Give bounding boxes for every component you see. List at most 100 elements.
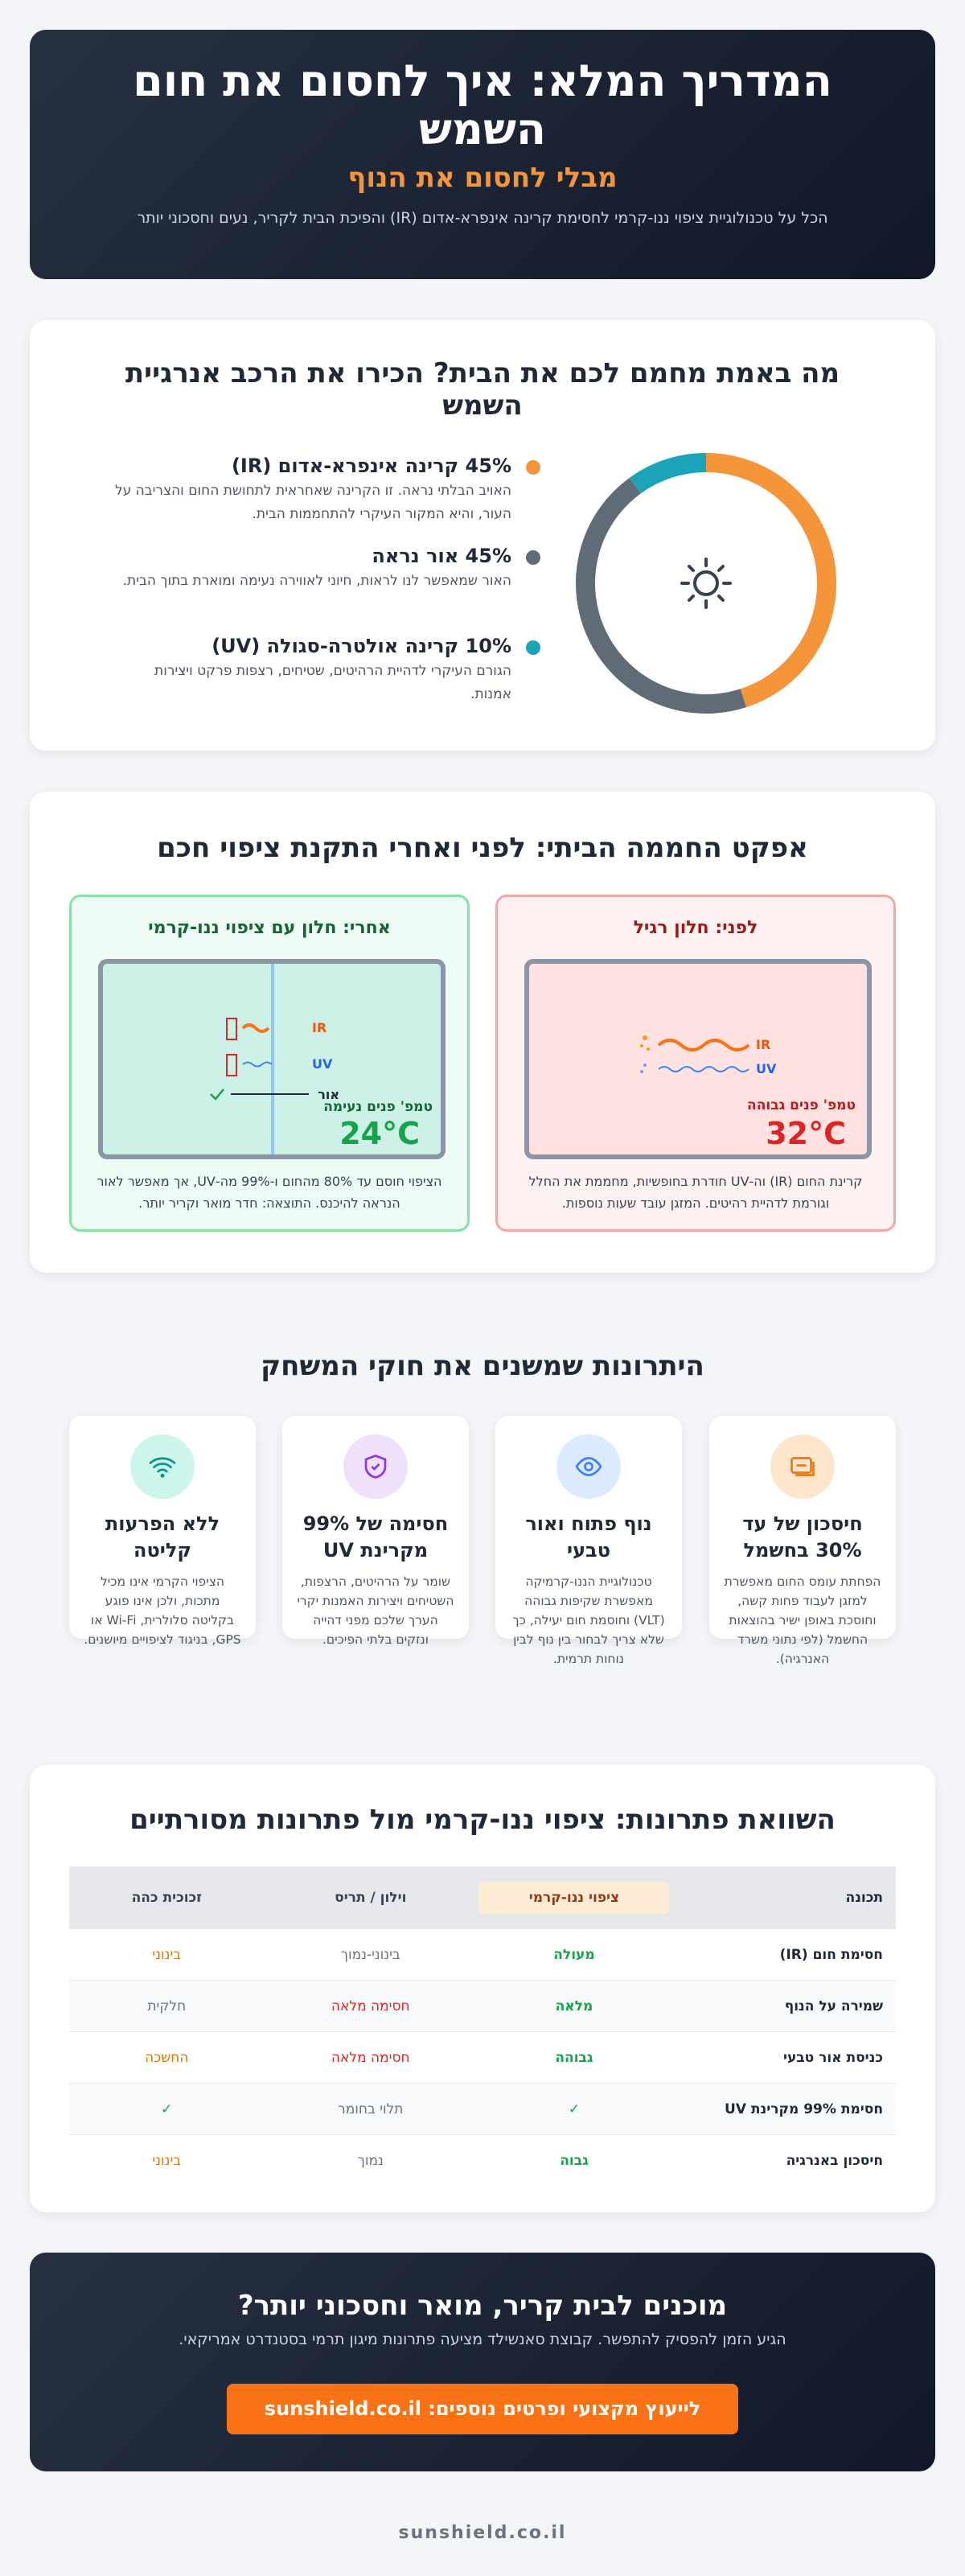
legend-item: 45% אור נראה האור שמאפשר לנו לראות, חיוני… [109,544,540,593]
benefit-text: הציפוי הקרמי אינו מכיל מתכות, ולכן אינו … [84,1574,241,1647]
legend-description: הגורם העיקרי לדהיית הרהיטים, שטיחים, רצפ… [154,663,511,702]
benefit-card: חסימה של 99% מקרינת UV שומר על הרהיטים, ה… [282,1416,469,1647]
legend-value: 45% [465,545,511,567]
benefit-title: חסימה של 99% מקרינת UV [302,1512,449,1562]
table-cell: תלוי בחומר [264,2083,478,2135]
table-cell: מעולה [477,1928,671,1981]
table-cell: חסימה מלאה [264,1980,478,2032]
table-cell: מלאה [477,1980,671,2032]
comparison-table: תכונה ציפוי ננו-קרמי וילון / תריס זכוכית כה… [69,1866,896,2186]
caption: הציפוי חוסם עד 80% מהחום ו-99% מה-UV, אך… [96,1174,442,1211]
table-row: חסימת חום (IR) מעולה בינוני-נמוך בינוני [69,1928,896,1981]
legend-value: 10% [465,635,511,657]
table-cell: שמירה על הנוף [671,1980,896,2032]
table-cell: חיסכון באנרגיה [671,2134,896,2186]
table-row: שמירה על הנוף מלאה חסימה מלאה חלקית [69,1980,896,2032]
table-cell: גבוה [477,2134,671,2186]
legend-heading: 45% קרינה אינפרא-אדום (IR) [109,454,511,478]
temp-value: 32°C [766,1116,846,1151]
caption: קרינת החום (IR) וה-UV חודרת בחופשיות, מח… [528,1174,863,1211]
legend-heading: 10% קרינה אולטרה-סגולה (UV) [109,634,511,658]
uv-label: UV [312,1056,333,1072]
benefit-icon [556,1434,621,1499]
donut-segment [629,453,707,494]
legend-dot [526,640,540,655]
sun-icon [680,558,732,609]
benefit-card: חיסכון של עד 30% בחשמל הפחתת עומס החום מא… [709,1416,896,1666]
benefit-text: טכנולוגיית הננו-קרמיקה מאפשרת שקיפות גבו… [512,1574,665,1666]
column-header: תכונה [671,1866,896,1929]
donut-segment [576,477,747,714]
benefit-card: ללא הפרעות קליטה הציפוי הקרמי אינו מכיל מ… [69,1416,256,1647]
comparison-section: השוואת פתרונות: ציפוי ננו-קרמי מול פתרונ… [30,1765,935,2212]
table-row: חיסכון באנרגיה גבוה נמוך בינוני [69,2134,896,2186]
legend-dot [526,460,540,475]
benefit-text: הפחתת עומס החום מאפשרת למזגן לעבוד פחות … [724,1574,881,1666]
cta: מוכנים לבית קריר, מואר וחסכוני יותר? הגי… [30,2253,935,2471]
legend-value: 45% [465,455,511,477]
box-title: אחרי: חלון עם ציפוי ננו-קרמי [148,918,391,938]
table-cell: נמוך [264,2134,478,2186]
legend-name: קרינה אולטרה-סגולה (UV) [211,635,459,657]
column-header: זכוכית כהה [69,1866,265,1929]
ir-label: IR [312,1020,326,1035]
column-header-label: ציפוי ננו-קרמי [478,1881,670,1914]
table-cell: ✓ [477,2083,671,2135]
after-box: אחרי: חלון עם ציפוי ננו-קרמי IR UV אור ט… [69,895,470,1232]
hero-description: הכל על טכנולוגיית ציפוי ננו-קרמי לחסימת … [137,209,828,227]
section-title: היתרונות שמשנים את חוקי המשחק [261,1350,704,1382]
table-cell: בינוני [69,2134,265,2186]
box-title: לפני: חלון רגיל [633,918,758,938]
legend-description: האויב הבלתי נראה. זו הקרינה שאחראית לתחו… [114,483,511,522]
table-cell: גבוהה [477,2031,671,2084]
benefit-text: שומר על הרהיטים, הרצפות, השטיחים ויצירות… [297,1574,454,1647]
section-title: אפקט החממה הביתי: לפני ואחרי התקנת ציפוי… [157,832,808,864]
cta-button[interactable]: לייעוץ מקצועי ופרטים נוספים: sunshield.c… [227,2384,738,2434]
temp-value: 24°C [339,1116,420,1151]
legend-dot [526,550,540,565]
table-row: כניסת אור טבעי גבוהה חסימה מלאה החשכה [69,2031,896,2084]
benefit-icon [770,1434,835,1499]
light-label: אור [318,1087,339,1102]
window: IR UV אור טמפ' פנים נעימה 24°C [98,959,446,1159]
cta-text: הגיע הזמן להפסיק להתפשר. קבוצת סאנשילד מ… [179,2331,786,2348]
hero-subtitle: מבלי לחסום את הנוף [347,162,618,194]
donut-chart [576,453,836,714]
donut-segment [705,453,836,708]
table-cell: חסימה מלאה [264,2031,478,2084]
uv-label: UV [756,1061,777,1076]
legend-description: האור שמאפשר לנו לראות, חיוני לאווירה נעי… [122,573,511,589]
table-cell: בינוני-נמוך [264,1928,478,1981]
hero: המדריך המלא: איך לחסום את חום השמש מבלי … [30,30,935,279]
table-cell: בינוני [69,1928,265,1981]
table-cell: כניסת אור טבעי [671,2031,896,2084]
column-header: וילון / תריס [264,1866,478,1929]
table-cell: חסימת חום (IR) [671,1928,896,1981]
greenhouse-section: אפקט החממה הביתי: לפני ואחרי התקנת ציפוי… [30,792,935,1273]
temp-label: טמפ' פנים גבוהה [747,1097,856,1113]
table-cell: החשכה [69,2031,265,2084]
benefit-icon [343,1434,408,1499]
table-header: תכונה ציפוי ננו-קרמי וילון / תריס זכוכית כה… [69,1866,896,1929]
table-cell: חסימת 99% מקרינת UV [671,2083,896,2135]
table-row: חסימת 99% מקרינת UV ✓ תלוי בחומר ✓ [69,2083,896,2135]
hero-title: המדריך המלא: איך לחסום את חום השמש [133,56,832,154]
table-cell: חלקית [69,1980,265,2032]
legend-name: קרינה אינפרא-אדום (IR) [231,455,459,477]
benefit-title: נוף פתוח ואור טבעי [525,1512,652,1562]
energy-section: מה באמת מחמם לכם את הבית? הכירו את הרכב … [30,320,935,751]
legend-item: 45% קרינה אינפרא-אדום (IR) האויב הבלתי נר… [109,454,540,526]
benefit-title: ללא הפרעות קליטה [105,1512,220,1562]
legend-item: 10% קרינה אולטרה-סגולה (UV) הגורם העיקרי … [109,634,540,706]
section-title: מה באמת מחמם לכם את הבית? הכירו את הרכב … [125,357,840,422]
footer: sunshield.co.il [398,2523,567,2543]
section-title: השוואת פתרונות: ציפוי ננו-קרמי מול פתרונ… [129,1804,836,1836]
legend-heading: 45% אור נראה [109,544,511,568]
temp-label: טמפ' פנים נעימה [323,1099,433,1115]
ir-label: IR [756,1037,770,1052]
legend-name: אור נראה [372,545,459,567]
benefit-card: נוף פתוח ואור טבעי טכנולוגיית הננו-קרמיקה… [495,1416,682,1666]
column-header: ציפוי ננו-קרמי [477,1866,671,1929]
window: IR UV טמפ' פנים גבוהה 32°C [524,959,872,1159]
